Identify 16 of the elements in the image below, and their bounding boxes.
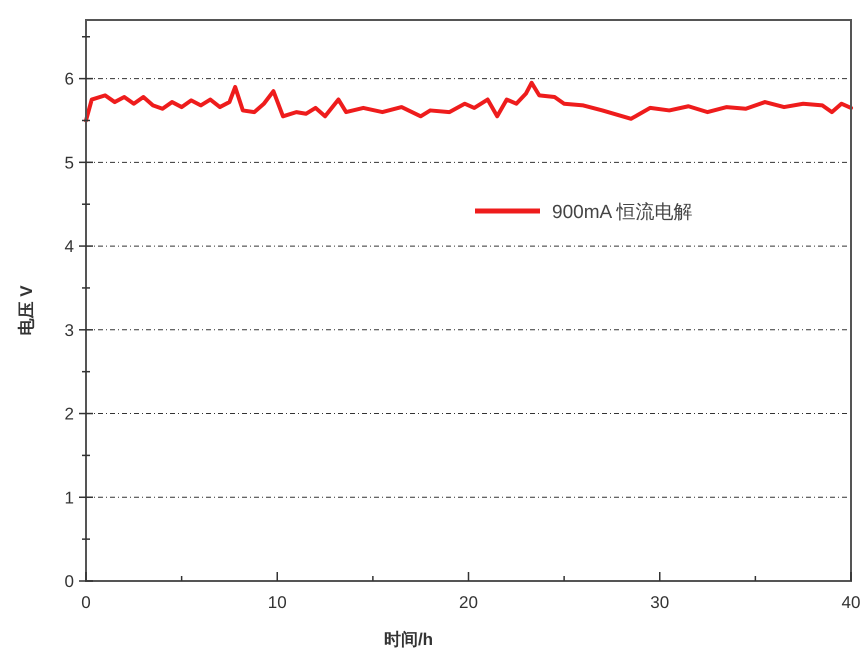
x-tick-label: 20 [459, 593, 478, 612]
x-tick-label: 10 [268, 593, 287, 612]
y-tick-label: 1 [64, 488, 74, 508]
x-tick-label: 0 [81, 593, 91, 612]
y-tick-label: 3 [64, 320, 74, 340]
y-tick-label: 5 [64, 153, 74, 172]
line-series [84, 80, 853, 122]
legend-label: 900mA 恒流电解 [552, 201, 692, 223]
x-tick-label: 30 [650, 593, 670, 612]
y-tick-label: 2 [64, 404, 74, 424]
x-axis-title: 时间/h [384, 630, 434, 649]
y-tick-label: 4 [64, 237, 74, 256]
y-tick-label: 0 [64, 572, 74, 591]
y-tick-label: 6 [64, 70, 74, 89]
x-tick-label: 40 [842, 593, 860, 612]
y-axis-title: 电压 V [17, 284, 36, 336]
